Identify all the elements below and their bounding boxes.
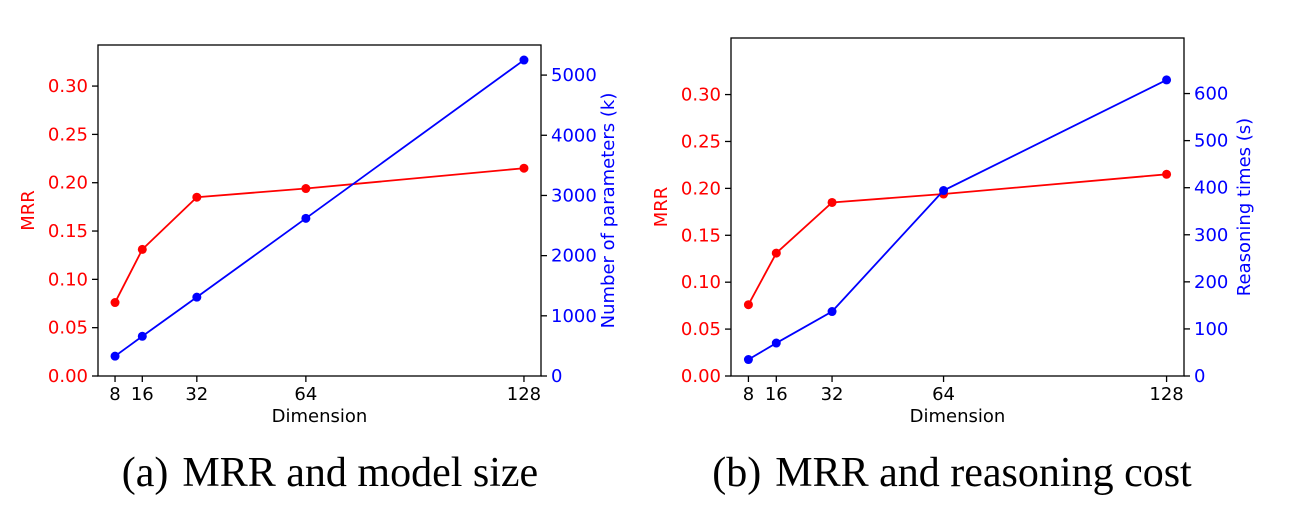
y-right-tick-label: 400: [1194, 178, 1228, 199]
y-right-tick-label: 0: [1194, 366, 1205, 387]
caption-b: (b) MRR and reasoning cost: [712, 450, 1192, 496]
x-tick-label: 32: [185, 384, 208, 405]
y-right-tick-label: 500: [1194, 131, 1228, 152]
y-right-tick-label: 3000: [551, 185, 597, 206]
data-point-secondary: [137, 331, 147, 341]
x-tick-label: 128: [507, 384, 541, 405]
y-left-tick-label: 0.30: [681, 85, 721, 106]
y-left-tick-label: 0.20: [681, 178, 721, 199]
plot-frame: [97, 44, 542, 377]
y-left-tick-label: 0.15: [48, 221, 88, 242]
data-point-secondary: [301, 213, 311, 223]
x-tick-label: 64: [294, 384, 317, 405]
y-right-tick-label: 1000: [551, 306, 597, 327]
y-left-tick-label: 0.10: [681, 272, 721, 293]
x-tick-label: 64: [932, 384, 955, 405]
x-axis-label: Dimension: [272, 406, 368, 427]
y-right-tick-label: 2000: [551, 246, 597, 267]
y-right-tick-label: 200: [1194, 272, 1228, 293]
y-left-tick-label: 0.25: [681, 131, 721, 152]
data-point-secondary: [110, 351, 120, 361]
y-left-tick-label: 0.25: [48, 124, 88, 145]
y-left-tick-label: 0.30: [48, 76, 88, 97]
data-point-mrr: [301, 184, 311, 194]
y-right-axis-label: Number of parameters (k): [598, 93, 619, 329]
y-left-tick-label: 0.00: [681, 366, 721, 387]
data-point-secondary: [519, 55, 529, 65]
y-right-axis-label: Reasoning times (s): [1234, 118, 1255, 296]
data-point-secondary: [939, 186, 949, 196]
y-left-tick-label: 0.00: [48, 366, 88, 387]
y-left-tick-label: 0.05: [48, 318, 88, 339]
panel-a: 8 16 32 64 128 Dimension 0.00 0.05 0.10 0.15 0.20 0…: [18, 44, 619, 427]
y-left-tick-label: 0.10: [48, 269, 88, 290]
y-right-tick-label: 100: [1194, 319, 1228, 340]
data-point-secondary: [743, 355, 753, 365]
y-right-tick-label: 5000: [551, 65, 597, 86]
caption-a: (a) MRR and model size: [122, 450, 538, 496]
data-point-mrr: [827, 197, 837, 207]
plot-frame: [730, 37, 1185, 377]
x-tick-label: 128: [1149, 384, 1183, 405]
series-line-secondary: [114, 59, 525, 357]
series-line-mrr: [114, 167, 525, 303]
data-point-secondary: [827, 307, 837, 317]
data-point-mrr: [192, 192, 202, 202]
data-point-secondary: [771, 338, 781, 348]
y-right-tick-label: 600: [1194, 84, 1228, 105]
x-tick-label: 16: [765, 384, 788, 405]
data-point-mrr: [743, 300, 753, 310]
y-right-tick-label: 0: [551, 366, 562, 387]
y-right-tick-label: 300: [1194, 225, 1228, 246]
y-left-tick-label: 0.20: [48, 173, 88, 194]
y-left-axis-label: MRR: [18, 190, 39, 231]
y-left-tick-label: 0.15: [681, 225, 721, 246]
x-tick-label: 8: [109, 384, 120, 405]
panel-b: 8 16 32 64 128 Dimension 0.00 0.05 0.10 0.15 0.20 0…: [651, 37, 1255, 427]
y-left-tick-label: 0.05: [681, 319, 721, 340]
series-line-secondary: [747, 79, 1167, 361]
x-axis-label: Dimension: [910, 406, 1006, 427]
x-tick-label: 8: [743, 384, 754, 405]
data-point-mrr: [771, 248, 781, 258]
y-left-axis-label: MRR: [651, 187, 672, 228]
x-tick-label: 16: [131, 384, 154, 405]
data-point-mrr: [110, 298, 120, 308]
data-point-mrr: [1162, 169, 1172, 179]
data-point-mrr: [519, 163, 529, 173]
data-point-secondary: [192, 292, 202, 302]
y-right-tick-label: 4000: [551, 125, 597, 146]
data-point-secondary: [1162, 75, 1172, 85]
data-point-mrr: [137, 244, 147, 254]
series-line-mrr: [747, 173, 1167, 306]
x-tick-label: 32: [821, 384, 844, 405]
